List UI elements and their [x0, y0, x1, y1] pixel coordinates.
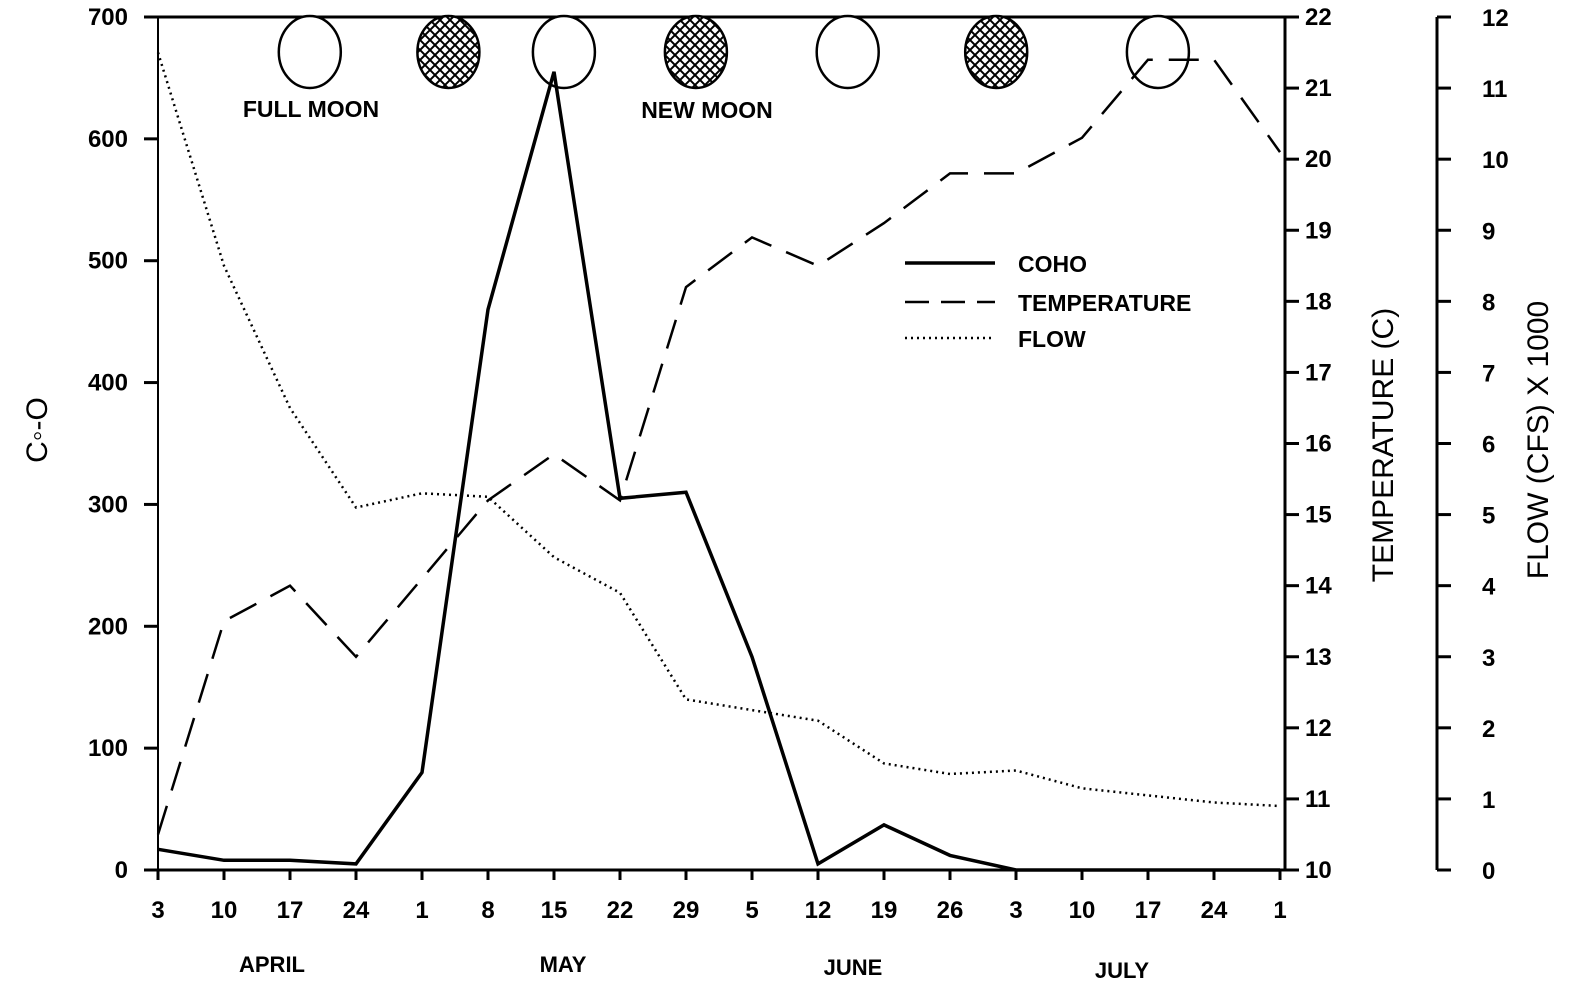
legend-label-coho: COHO	[1018, 251, 1087, 277]
labels: APRIL MAY JUNE JULY C◦-O TEMPERATURE (C) FLOW …	[21, 96, 1555, 983]
legend: COHO TEMPERATURE FLOW	[905, 251, 1191, 352]
x-tick-label: 24	[343, 897, 370, 924]
x-tick-label: 10	[211, 897, 238, 924]
series-line-temperature	[156, 58, 1282, 835]
temperature-tick-label: 18	[1305, 288, 1332, 315]
x-tick-label: 24	[1201, 897, 1228, 924]
temperature-tick-label: 21	[1305, 75, 1332, 102]
x-tick-label: 19	[871, 897, 898, 924]
left-tick-label: 300	[88, 491, 128, 518]
month-label: JUNE	[824, 955, 883, 980]
series-line-flow	[156, 52, 1281, 808]
x-tick-label: 29	[673, 897, 700, 924]
flow-tick-label: 0	[1482, 858, 1495, 885]
temperature-tick-label: 13	[1305, 644, 1332, 671]
month-label: MAY	[540, 952, 587, 977]
x-tick-label: 17	[277, 897, 304, 924]
left-tick-label: 500	[88, 248, 128, 275]
flow-tick-label: 5	[1482, 503, 1495, 530]
full-moon-icon	[1125, 14, 1191, 90]
flow-tick-label: 3	[1482, 645, 1495, 672]
flow-tick-label: 8	[1482, 289, 1495, 316]
temperature-tick-label: 19	[1305, 217, 1332, 244]
left-tick-label: 0	[115, 857, 128, 884]
x-tick-label: 1	[1273, 897, 1286, 924]
left-tick-label: 100	[88, 735, 128, 762]
flow-tick-label: 7	[1482, 360, 1495, 387]
x-tick-label: 12	[805, 897, 832, 924]
full-moon-icon	[531, 14, 597, 90]
moon-phases	[277, 14, 1191, 90]
series-lines	[156, 52, 1282, 872]
temperature-tick-label: 15	[1305, 502, 1332, 529]
x-tick-label: 3	[1009, 897, 1022, 924]
left-tick-label: 700	[88, 4, 128, 31]
x-tick-label: 22	[607, 897, 634, 924]
temperature-tick-label: 22	[1305, 4, 1332, 31]
temperature-tick-label: 20	[1305, 146, 1332, 173]
flow-tick-label: 1	[1482, 787, 1495, 814]
x-tick-label: 3	[151, 897, 164, 924]
legend-label-temperature: TEMPERATURE	[1018, 290, 1191, 316]
new-moon-icon	[416, 14, 481, 90]
x-tick-label: 15	[541, 897, 568, 924]
series-line-coho	[157, 71, 1280, 872]
temperature-tick-label: 10	[1305, 857, 1332, 884]
month-label: APRIL	[239, 952, 305, 977]
temperature-tick-label: 17	[1305, 359, 1332, 386]
temperature-tick-label: 16	[1305, 431, 1332, 458]
left-tick-label: 600	[88, 126, 128, 153]
flow-tick-label: 6	[1482, 432, 1495, 459]
x-tick-label: 26	[937, 897, 964, 924]
x-tick-label: 17	[1135, 897, 1162, 924]
new-moon-label: NEW MOON	[641, 97, 773, 123]
temperature-tick-label: 14	[1305, 573, 1332, 600]
left-tick-label: 400	[88, 370, 128, 397]
temperature-tick-label: 12	[1305, 715, 1332, 742]
full-moon-label: FULL MOON	[243, 96, 379, 122]
flow-tick-label: 2	[1482, 716, 1495, 743]
flow-axis-title: FLOW (CFS) X 1000	[1522, 301, 1555, 579]
month-label: JULY	[1095, 958, 1150, 983]
flow-tick-label: 4	[1482, 574, 1496, 601]
temperature-axis-title: TEMPERATURE (C)	[1367, 308, 1400, 582]
flow-tick-label: 11	[1482, 76, 1507, 103]
flow-tick-label: 9	[1482, 218, 1495, 245]
x-tick-label: 8	[481, 897, 494, 924]
x-tick-label: 5	[745, 897, 758, 924]
full-moon-icon	[815, 14, 880, 90]
left-axis-title: C◦-O	[21, 397, 54, 463]
temperature-tick-label: 11	[1305, 786, 1330, 813]
x-tick-label: 10	[1069, 897, 1096, 924]
new-moon-icon	[663, 14, 729, 90]
legend-label-flow: FLOW	[1018, 326, 1086, 352]
left-tick-label: 200	[88, 613, 128, 640]
x-tick-label: 1	[415, 897, 428, 924]
flow-tick-label: 10	[1482, 147, 1509, 174]
flow-tick-label: 12	[1482, 5, 1509, 32]
full-moon-icon	[277, 14, 343, 90]
new-moon-icon	[963, 14, 1029, 90]
